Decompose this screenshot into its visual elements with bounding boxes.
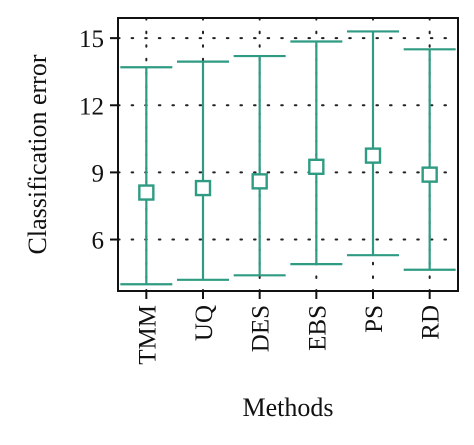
mean-marker	[194, 179, 212, 197]
grid-lines	[117, 17, 459, 292]
plot-frame	[117, 17, 459, 292]
error-bar-tmm	[120, 66, 173, 286]
x-tick-label: EBS	[304, 305, 331, 351]
y-tick-label: 6	[92, 228, 105, 255]
x-tick-label: DES	[248, 305, 275, 352]
axis-ticks: 6 9 12 15 TMM UQ DES EBS PS RD	[79, 26, 445, 365]
mean-marker	[308, 158, 325, 176]
x-tick-label: PS	[361, 305, 388, 333]
y-axis-label: Classification error	[23, 54, 52, 254]
error-bar-series	[120, 30, 456, 286]
error-bar-rd	[403, 48, 456, 271]
x-axis-label: Methods	[243, 393, 334, 422]
x-tick-label: TMM	[134, 305, 161, 365]
mean-marker	[421, 166, 438, 183]
error-bar-ps	[347, 30, 399, 257]
x-tick-label: RD	[418, 305, 445, 340]
x-tick-label: UQ	[191, 305, 218, 341]
mean-marker	[251, 173, 268, 190]
y-tick-label: 15	[79, 26, 104, 53]
y-tick-label: 9	[92, 160, 105, 187]
mean-marker	[364, 147, 382, 164]
error-bar-ebs	[290, 40, 343, 266]
error-bar-des	[233, 54, 286, 277]
error-bar-uq	[177, 60, 229, 281]
mean-marker	[138, 184, 155, 201]
y-tick-label: 12	[79, 93, 104, 120]
